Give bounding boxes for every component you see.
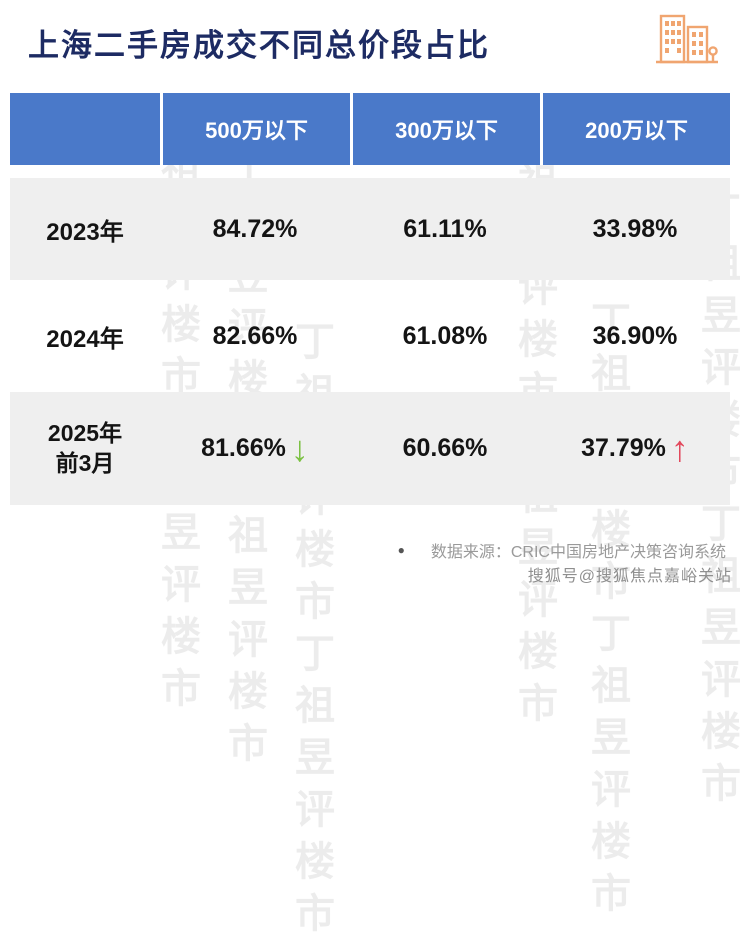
value-cell: 82.66% (212, 321, 298, 350)
table-row: 2023年 84.72% 61.11% 33.98% (10, 178, 730, 280)
value-cell: 61.11% (403, 214, 487, 243)
header-300w: 300万以下 (350, 93, 540, 165)
table-header-row: 500万以下 300万以下 200万以下 (10, 93, 730, 165)
up-arrow-icon: ↑ (670, 427, 689, 469)
page-title: 上海二手房成交不同总价段占比 (28, 28, 490, 63)
header-200w: 200万以下 (540, 93, 730, 165)
header-500w: 500万以下 (160, 93, 350, 165)
price-range-table: 500万以下 300万以下 200万以下 2023年 84.72% 61.11%… (10, 93, 730, 505)
buildings-icon (654, 10, 720, 73)
value-cell: 33.98% (592, 214, 678, 243)
value-text: 81.66% (201, 434, 286, 462)
down-arrow-icon: ↓ (290, 427, 309, 469)
value-text: 37.79% (581, 434, 666, 462)
row-label: 2024年 (46, 325, 124, 353)
value-cell: 81.66% ↓ (160, 427, 350, 469)
header-empty-cell (10, 93, 160, 165)
value-cell: 60.66% (402, 434, 488, 462)
value-cell: 36.90% (592, 321, 678, 350)
value-cell: 84.72% (212, 214, 298, 243)
row-label: 2023年 (46, 218, 124, 246)
value-cell: 37.79% ↑ (540, 427, 730, 469)
table-row: 2024年 82.66% 61.08% 36.90% (10, 280, 730, 392)
bullet-icon: ● (397, 543, 405, 557)
row-label: 2025年 前3月 (47, 419, 123, 476)
value-cell: 61.08% (402, 321, 488, 350)
data-source-text: 数据来源：CRIC中国房地产决策咨询系统 (430, 544, 726, 561)
sohu-watermark: 搜狐号@搜狐焦点嘉峪关站 (527, 568, 732, 585)
data-source-line: ● 数据来源：CRIC中国房地产决策咨询系统 (398, 538, 726, 562)
header-body-gap (10, 165, 730, 178)
table-row: 2025年 前3月 81.66% ↓ 60.66% 37.79% ↑ (10, 392, 730, 505)
